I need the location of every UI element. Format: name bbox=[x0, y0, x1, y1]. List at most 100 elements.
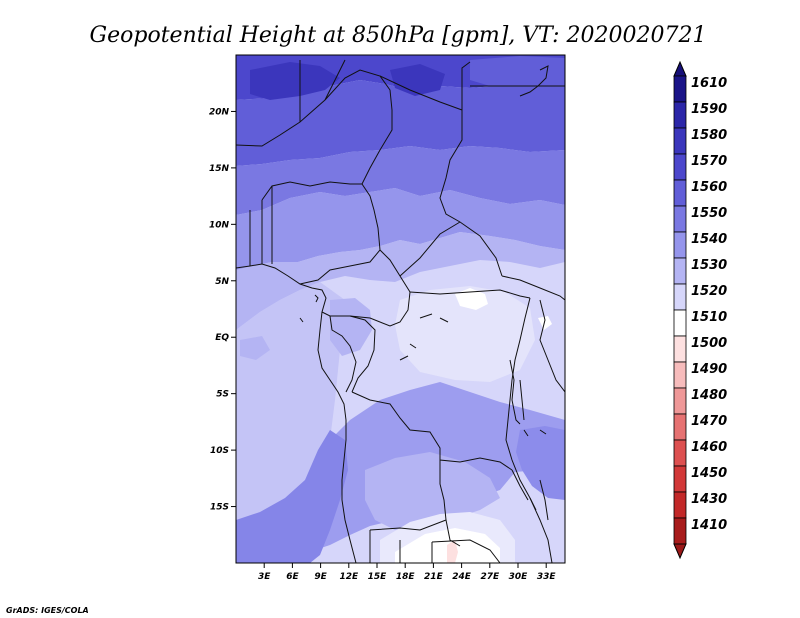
lon-tick-label: 30E bbox=[509, 572, 529, 582]
lat-tick-label: 10S bbox=[210, 446, 229, 456]
colorbar-label: 1460 bbox=[691, 440, 727, 455]
lat-tick-label: 10N bbox=[209, 220, 230, 230]
contour-1560 bbox=[236, 146, 565, 215]
lat-tick-label: EQ bbox=[215, 333, 229, 343]
border-benin-togo bbox=[249, 186, 273, 266]
contour-1560-ne bbox=[470, 56, 565, 88]
lon-tick-label: 33E bbox=[537, 572, 557, 582]
colorbar-swatch bbox=[673, 413, 687, 441]
contour-1510-east bbox=[538, 316, 552, 330]
contour-1550-east bbox=[516, 426, 565, 500]
lat-tick-label: 20N bbox=[209, 107, 230, 117]
country-borders bbox=[236, 59, 565, 563]
contour-field bbox=[236, 55, 565, 563]
colorbar-swatch bbox=[673, 205, 687, 233]
lon-tick-label: 24E bbox=[452, 572, 472, 582]
border-niger-chad bbox=[236, 69, 393, 185]
colorbar-label: 1410 bbox=[691, 518, 727, 533]
colorbar-swatch bbox=[673, 335, 687, 363]
colorbar: 1610 1590 1580 1570 1560 1550 1540 1530 1520 1510… bbox=[673, 60, 727, 560]
colorbar-label: 1560 bbox=[691, 180, 727, 195]
lat-tick-label: 15S bbox=[210, 503, 229, 513]
colorbar-swatch bbox=[673, 439, 687, 467]
border-car bbox=[399, 221, 531, 299]
colorbar-top-arrow bbox=[673, 60, 687, 77]
contour-1550 bbox=[236, 188, 565, 270]
colorbar-label: 1550 bbox=[691, 206, 727, 221]
colorbar-swatch bbox=[673, 465, 687, 493]
contour-1540-west bbox=[236, 232, 565, 330]
lon-tick-label: 3E bbox=[258, 572, 271, 582]
contour-1590-north bbox=[250, 62, 340, 100]
grads-credit: GrADS: IGES/COLA bbox=[6, 606, 89, 615]
colorbar-label: 1480 bbox=[691, 388, 727, 403]
colorbar-swatch bbox=[673, 153, 687, 181]
colorbar-swatch bbox=[673, 127, 687, 155]
colorbar-swatch bbox=[673, 179, 687, 207]
contour-1520-central bbox=[395, 286, 535, 382]
colorbar-label: 1610 bbox=[691, 76, 727, 91]
colorbar-swatch bbox=[673, 283, 687, 311]
colorbar-label: 1530 bbox=[691, 258, 727, 273]
border-drc-south bbox=[351, 391, 513, 471]
border-chad-sudan bbox=[379, 75, 503, 277]
colorbar-bottom-arrow bbox=[673, 543, 687, 560]
colorbar-label: 1520 bbox=[691, 284, 727, 299]
lon-tick-label: 6E bbox=[286, 572, 299, 582]
contour-1510-central bbox=[455, 288, 488, 310]
coastal-islands bbox=[299, 294, 449, 361]
colorbar-label: 1510 bbox=[691, 310, 727, 325]
lon-tick-label: 15E bbox=[368, 572, 388, 582]
lon-ticks: 3E 6E 9E 12E 15E 18E 21E 24E 27E 30E 33E bbox=[258, 563, 556, 582]
lat-tick-label: 15N bbox=[209, 164, 230, 174]
lon-tick-label: 27E bbox=[480, 572, 500, 582]
border-congo-gabon bbox=[329, 315, 376, 393]
lat-tick-label: 5S bbox=[216, 390, 229, 400]
border-east-africa bbox=[511, 299, 565, 563]
colorbar-swatch bbox=[673, 361, 687, 389]
colorbar-label: 1580 bbox=[691, 128, 727, 143]
colorbar-swatch bbox=[673, 387, 687, 415]
coastline-west bbox=[236, 263, 357, 563]
contour-1550-sw bbox=[236, 430, 348, 563]
contour-1540-gulf bbox=[330, 298, 372, 356]
colorbar-label: 1490 bbox=[691, 362, 727, 377]
contour-1570 bbox=[236, 80, 565, 166]
border-drc-east bbox=[505, 297, 537, 511]
border-namibia-botswana bbox=[369, 530, 501, 563]
map-panel: 3E 6E 9E 12E 15E 18E 21E 24E 27E 30E 33E 20N 15N 10N… bbox=[209, 54, 566, 582]
colorbar-label: 1450 bbox=[691, 466, 727, 481]
border-libya-egypt bbox=[461, 61, 565, 110]
colorbar-swatch bbox=[673, 309, 687, 337]
colorbar-label: 1470 bbox=[691, 414, 727, 429]
colorbar-swatch bbox=[673, 101, 687, 129]
colorbar-label: 1590 bbox=[691, 102, 727, 117]
contour-1590-north2 bbox=[390, 64, 445, 96]
border-red-sea bbox=[519, 65, 549, 97]
contour-1540-gulf2 bbox=[240, 336, 270, 360]
colorbar-swatch bbox=[673, 75, 687, 103]
colorbar-label: 1430 bbox=[691, 492, 727, 507]
lake-shores bbox=[509, 359, 549, 521]
border-nigeria bbox=[261, 181, 381, 285]
colorbar-label: 1540 bbox=[691, 232, 727, 247]
border-cameroon bbox=[321, 249, 411, 327]
colorbar-label: 1570 bbox=[691, 154, 727, 169]
border-mali-niger bbox=[299, 59, 346, 122]
colorbar-label: 1500 bbox=[691, 336, 727, 351]
lat-tick-label: 5N bbox=[215, 277, 229, 287]
colorbar-swatch bbox=[673, 231, 687, 259]
colorbar-swatch bbox=[673, 517, 687, 545]
colorbar-swatch bbox=[673, 491, 687, 519]
contour-1500-south bbox=[447, 540, 458, 563]
lon-tick-label: 12E bbox=[339, 572, 359, 582]
lon-tick-label: 18E bbox=[396, 572, 416, 582]
contour-1530-south bbox=[365, 452, 500, 530]
map-title: Geopotential Height at 850hPa [gpm], VT:… bbox=[90, 23, 707, 48]
border-south-sudan bbox=[501, 275, 565, 301]
colorbar-swatch bbox=[673, 257, 687, 285]
lon-tick-label: 21E bbox=[424, 572, 444, 582]
lat-ticks: 20N 15N 10N 5N EQ 5S 10S 15S bbox=[209, 107, 236, 513]
lon-tick-label: 9E bbox=[314, 572, 327, 582]
